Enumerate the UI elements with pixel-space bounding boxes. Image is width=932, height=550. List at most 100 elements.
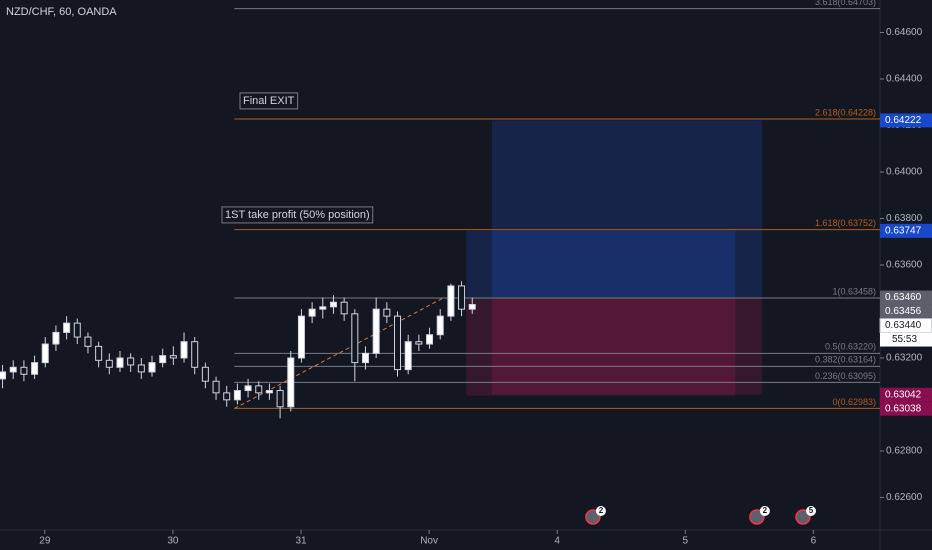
- candle-body: [20, 366, 28, 375]
- trend-line: [234, 297, 444, 409]
- price-label-box: [880, 290, 932, 305]
- candle-body: [329, 301, 337, 308]
- candle-body: [169, 355, 177, 359]
- position-stop: [466, 298, 736, 396]
- countdown: 55:53: [892, 334, 917, 345]
- candle-body: [233, 390, 241, 401]
- annotation-box: [221, 206, 374, 224]
- price-label: 0.63042: [885, 389, 922, 400]
- x-tick-label: Nov: [420, 536, 438, 547]
- price-label: 0.63460: [885, 292, 922, 303]
- y-tick-label: 0.63600: [886, 260, 923, 271]
- y-tick-label: 0.64000: [886, 167, 923, 178]
- candle-body: [148, 362, 156, 373]
- chart-title: NZD/CHF, 60, OANDA: [6, 6, 117, 18]
- candle-body: [63, 322, 71, 333]
- x-tick-label: 30: [167, 536, 179, 547]
- candle-body: [9, 366, 17, 373]
- x-tick-label: 5: [683, 536, 689, 547]
- fib-label: 0.5(0.63220): [825, 342, 876, 352]
- candle-body: [0, 371, 7, 380]
- candle-body: [394, 315, 402, 371]
- fib-label: 1.618(0.63752): [815, 218, 876, 228]
- candle-body: [436, 315, 444, 336]
- candle-body: [276, 390, 284, 408]
- candle-body: [137, 364, 145, 373]
- x-tick-label: 4: [554, 536, 560, 547]
- candle-body: [297, 315, 305, 359]
- candle-body: [105, 359, 113, 368]
- fib-label: 2.618(0.64228): [815, 107, 876, 117]
- candle-body: [223, 392, 231, 401]
- candle-body: [458, 285, 466, 310]
- y-tick-label: 0.63200: [886, 353, 923, 364]
- price-label: 0.63747: [885, 225, 922, 236]
- annotation: 1ST take profit (50% position): [225, 209, 370, 221]
- event-badge: [595, 506, 606, 516]
- candle-body: [41, 343, 49, 364]
- price-label-box: [880, 304, 932, 319]
- x-tick-label: 6: [811, 536, 817, 547]
- candle-body: [244, 385, 252, 392]
- candle-body: [255, 385, 263, 394]
- candle-body: [265, 390, 273, 394]
- event-count: 5: [809, 506, 814, 515]
- candle-body: [73, 322, 81, 338]
- candle-body: [308, 308, 316, 317]
- candle-body: [340, 301, 348, 315]
- y-tick-label: 0.62800: [886, 446, 923, 457]
- candle-body: [31, 362, 39, 375]
- candle-body: [201, 366, 209, 382]
- fib-label: 0.382(0.63164): [815, 355, 876, 365]
- event-icon[interactable]: [795, 509, 811, 525]
- candle-body: [426, 334, 434, 345]
- fib-label: 0.236(0.63095): [815, 371, 876, 381]
- y-tick-label: 0.63800: [886, 213, 923, 224]
- event-count: 2: [763, 506, 768, 515]
- candle-body: [84, 336, 92, 347]
- candle-body: [361, 352, 369, 364]
- candle-body: [447, 285, 455, 317]
- candle-body: [383, 308, 391, 317]
- candle-body: [468, 304, 476, 310]
- candle-body: [404, 341, 412, 371]
- candle-body: [159, 355, 167, 364]
- candle-body: [372, 308, 380, 354]
- position-target: [466, 230, 736, 299]
- fib-label: 0(0.62983): [832, 397, 876, 407]
- price-label-box: [880, 401, 932, 416]
- price-axis: [880, 0, 932, 550]
- annotation-box: [239, 92, 299, 110]
- candle-body: [127, 357, 135, 366]
- price-label: 0.63038: [885, 403, 922, 414]
- candle-body: [287, 357, 295, 408]
- countdown-box: [880, 332, 932, 347]
- candle-body: [319, 306, 327, 310]
- candle-body: [212, 380, 220, 394]
- fib-label: 3.618(0.64703): [815, 0, 876, 7]
- annotation: Final EXIT: [243, 95, 295, 107]
- x-tick-label: 31: [295, 536, 307, 547]
- fib-label: 1(0.63458): [832, 286, 876, 296]
- plot: 3.618(0.64703) 2.618(0.64228) 1.618(0.6375…: [0, 0, 880, 419]
- x-tick-label: 29: [39, 536, 51, 547]
- y-tick-label: 0.62600: [886, 492, 923, 503]
- price-label: 0.64222: [885, 115, 922, 126]
- price-label: 0.63440: [885, 320, 922, 331]
- price-label: 0.63456: [885, 306, 922, 317]
- event-badge: [759, 506, 770, 516]
- y-tick-label: 0.64600: [886, 27, 923, 38]
- event-count: 2: [599, 506, 604, 515]
- price-label-box: [880, 113, 932, 128]
- event-icon[interactable]: [749, 509, 765, 525]
- event-icon[interactable]: [585, 509, 601, 525]
- position-stop: [491, 297, 763, 395]
- candle-body: [95, 345, 103, 361]
- candle-body: [52, 331, 60, 345]
- candle-body: [191, 341, 199, 368]
- price-label-box: [880, 223, 932, 238]
- candle-body: [351, 313, 359, 364]
